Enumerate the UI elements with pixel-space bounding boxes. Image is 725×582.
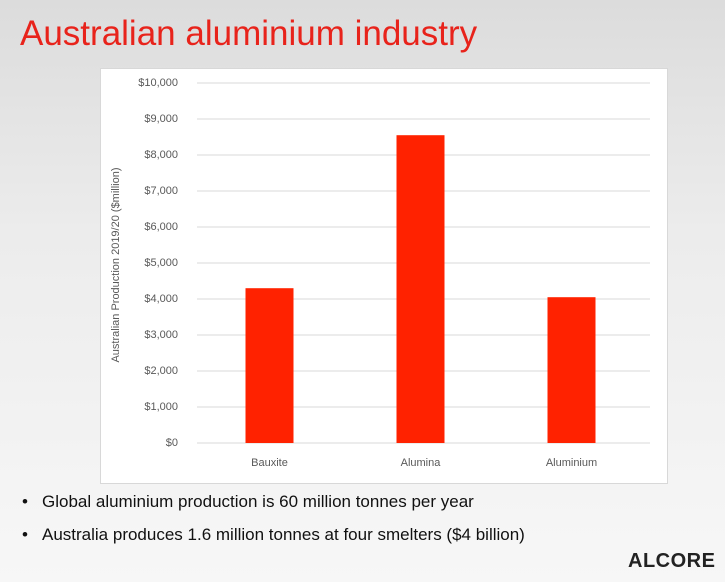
slide-title: Australian aluminium industry	[20, 14, 478, 53]
y-tick-label: $2,000	[144, 365, 178, 377]
y-tick-label: $0	[166, 437, 178, 449]
y-tick-label: $5,000	[144, 257, 178, 269]
y-tick-label: $9,000	[144, 113, 178, 125]
bullet: Global aluminium production is 60 millio…	[22, 492, 525, 512]
bar	[245, 288, 294, 443]
x-tick-label: Alumina	[401, 457, 442, 469]
y-tick-label: $3,000	[144, 329, 178, 341]
y-tick-label: $6,000	[144, 221, 178, 233]
y-tick-label: $1,000	[144, 401, 178, 413]
y-tick-label: $10,000	[138, 77, 178, 89]
y-axis-label: Australian Production 2019/20 ($million)	[110, 167, 122, 362]
y-tick-label: $4,000	[144, 293, 178, 305]
bullet: Australia produces 1.6 million tonnes at…	[22, 525, 525, 545]
bullet-list: Global aluminium production is 60 millio…	[22, 492, 525, 558]
y-tick-label: $7,000	[144, 185, 178, 197]
bar	[396, 135, 445, 443]
x-tick-label: Bauxite	[251, 457, 288, 469]
x-tick-label: Aluminium	[546, 457, 597, 469]
y-tick-label: $8,000	[144, 149, 178, 161]
bar	[547, 297, 596, 443]
logo: ALCORE	[628, 550, 716, 572]
